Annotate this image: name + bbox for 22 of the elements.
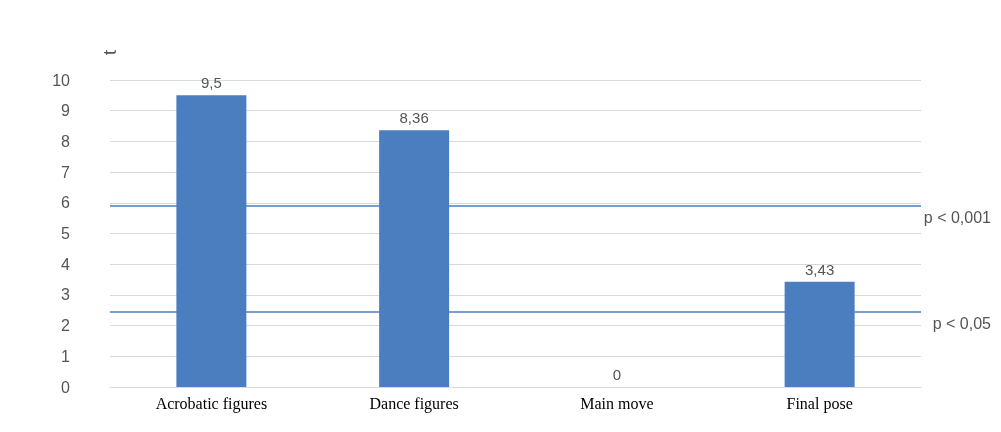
x-tick-label: Final pose <box>786 394 853 413</box>
x-tick-label: Dance figures <box>369 394 459 413</box>
data-label: 8,36 <box>399 109 429 127</box>
y-tick-label: 1 <box>61 347 71 365</box>
y-tick-label: 3 <box>61 286 71 304</box>
ref-line-label: p < 0,05 <box>932 315 992 333</box>
data-label: 0 <box>612 366 622 383</box>
y-axis-title: t <box>100 50 120 56</box>
y-tick-label: 9 <box>61 102 71 120</box>
y-tick-label: 10 <box>52 71 71 89</box>
data-label: 9,5 <box>200 74 222 92</box>
data-label: 3,43 <box>805 260 835 278</box>
y-tick-label: 6 <box>61 194 71 212</box>
x-tick-label: Main move <box>580 394 654 412</box>
y-tick-label: 4 <box>61 255 71 273</box>
y-tick-label: 7 <box>61 163 71 181</box>
x-tick-label: Acrobatic figures <box>155 394 268 413</box>
y-tick-label: 5 <box>61 225 71 242</box>
y-tick-label: 8 <box>61 132 71 150</box>
ref-line-label: p < 0,001 <box>923 209 992 227</box>
y-tick-label: 0 <box>61 378 71 396</box>
y-tick-label: 2 <box>61 317 71 335</box>
